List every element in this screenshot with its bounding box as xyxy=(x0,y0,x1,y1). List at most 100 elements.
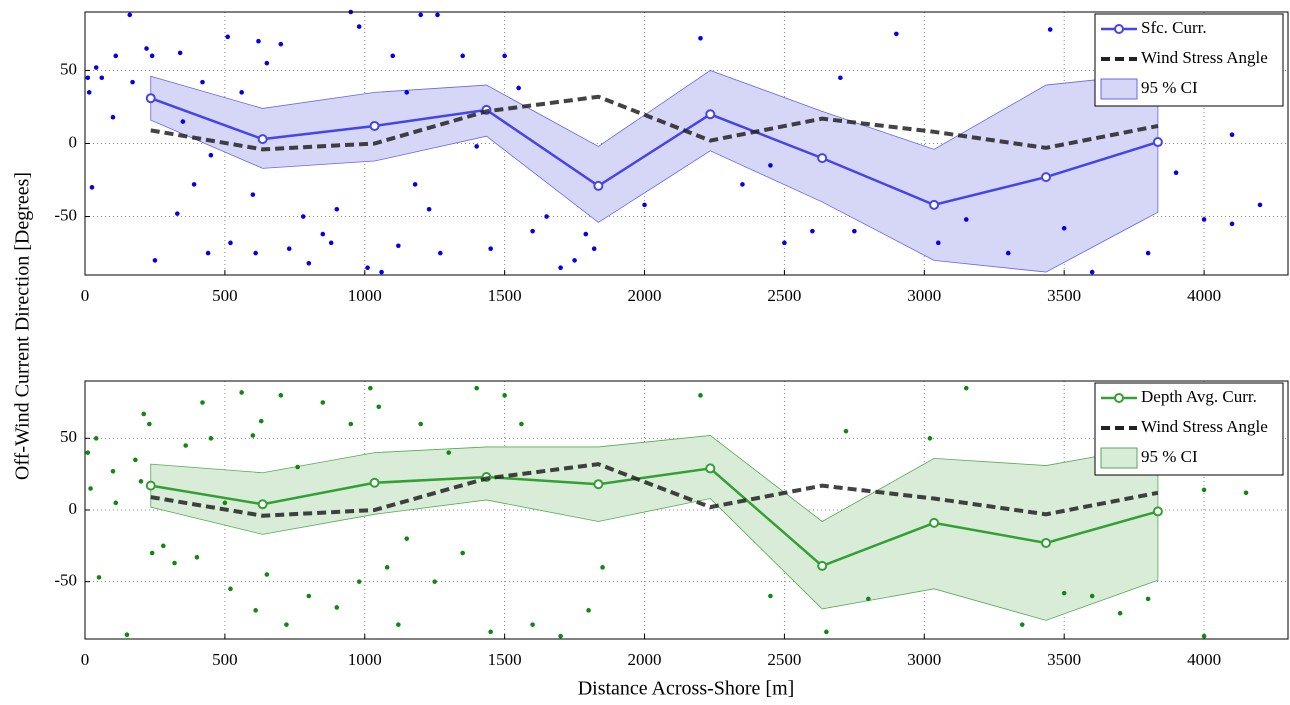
scatter-point xyxy=(544,214,549,219)
scatter-point xyxy=(935,240,941,246)
scatter-point xyxy=(138,479,144,484)
scatter-point xyxy=(239,90,244,95)
scatter-point xyxy=(502,53,507,59)
scatter-point xyxy=(93,65,99,70)
y-tick-label: 0 xyxy=(69,499,78,518)
scatter-point xyxy=(376,404,382,410)
scatter-point xyxy=(250,192,256,197)
scatter-point xyxy=(586,608,591,613)
line-marker xyxy=(369,477,380,488)
scatter-point xyxy=(418,421,424,427)
scatter-point xyxy=(172,560,177,566)
series-line xyxy=(150,94,1159,152)
scatter-point xyxy=(356,579,362,584)
line-marker xyxy=(817,153,828,164)
x-tick-label: 4000 xyxy=(1187,650,1221,669)
panel: 0 500 1000 1500 2000 2500 3000 3500 4000 -50 0 50 Sf… xyxy=(54,9,1289,305)
x-tick-label: 2500 xyxy=(767,650,801,669)
scatter-point xyxy=(1257,202,1263,208)
scatter-point xyxy=(306,593,312,599)
scatter-point xyxy=(1089,269,1095,275)
legend-label: Sfc. Curr. xyxy=(1141,18,1207,37)
scatter-point xyxy=(85,75,91,81)
scatter-point xyxy=(177,50,183,56)
scatter-point xyxy=(250,433,256,438)
series-line xyxy=(150,462,1159,518)
y-tick-label: 50 xyxy=(60,427,77,446)
line-marker xyxy=(257,134,268,145)
scatter-point xyxy=(334,206,340,212)
scatter-point xyxy=(474,385,479,391)
scatter-point xyxy=(488,629,493,635)
y-tick-label: -50 xyxy=(54,571,77,590)
scatter-point xyxy=(1145,596,1151,602)
line-marker xyxy=(1152,137,1163,148)
legend-label: Wind Stress Angle xyxy=(1141,417,1268,436)
plot-frame xyxy=(84,380,1289,640)
scatter-point xyxy=(258,418,264,424)
scatter-point xyxy=(404,536,410,541)
scatter-point xyxy=(396,243,401,249)
scatter-point xyxy=(446,450,451,455)
line-marker xyxy=(593,180,604,191)
scatter-point xyxy=(264,60,270,66)
scatter-point xyxy=(208,152,214,158)
scatter-point xyxy=(782,240,787,246)
scatter-point xyxy=(390,53,396,59)
scatter-point xyxy=(474,144,479,149)
scatter-point xyxy=(191,182,197,187)
scatter-point xyxy=(768,593,773,599)
x-tick-label: 1500 xyxy=(488,650,522,669)
scatter-point xyxy=(144,46,149,51)
scatter-point xyxy=(93,436,99,441)
scatter-point xyxy=(1201,217,1207,222)
scatter-point xyxy=(435,12,440,18)
x-tick-label: 3000 xyxy=(907,286,941,305)
line-marker xyxy=(1041,172,1052,183)
x-tick-label: 1000 xyxy=(348,650,382,669)
scatter-point xyxy=(295,464,300,470)
scatter-point xyxy=(228,240,233,246)
scatter-point xyxy=(1229,221,1235,227)
scatter-point xyxy=(1117,610,1123,616)
scatter-point xyxy=(180,119,186,124)
line-marker xyxy=(705,463,716,474)
x-tick-label: 0 xyxy=(81,286,90,305)
scatter-point xyxy=(183,443,189,448)
scatter-point xyxy=(843,428,849,434)
scatter-point xyxy=(432,579,438,584)
line-marker xyxy=(593,479,604,490)
scatter-point xyxy=(127,12,133,18)
scatter-point xyxy=(1061,590,1067,596)
scatter-point xyxy=(208,436,214,441)
scatter-point xyxy=(320,231,326,237)
scatter-point xyxy=(228,586,233,592)
scatter-point xyxy=(113,500,119,506)
legend-swatch xyxy=(1100,447,1138,469)
scatter-point xyxy=(516,85,521,91)
scatter-point xyxy=(284,622,289,627)
scatter-point xyxy=(1019,622,1025,627)
scatter-point xyxy=(768,163,773,168)
legend-label: 95 % CI xyxy=(1141,447,1198,466)
scatter-point xyxy=(824,629,829,635)
scatter-point xyxy=(418,12,424,18)
scatter-point xyxy=(88,486,93,491)
y-axis-label: Off-Wind Current Direction [Degrees] xyxy=(12,172,34,480)
x-tick-label: 2500 xyxy=(767,286,801,305)
scatter-point xyxy=(239,390,244,395)
scatter-point xyxy=(530,228,535,234)
x-tick-label: 500 xyxy=(212,286,238,305)
scatter-point xyxy=(200,400,205,405)
scatter-point xyxy=(175,211,180,216)
line-marker xyxy=(817,560,828,571)
legend-label: Depth Avg. Curr. xyxy=(1141,387,1257,406)
line-marker xyxy=(929,517,940,528)
y-tick-label: 0 xyxy=(69,132,78,151)
scatter-point xyxy=(286,246,292,251)
scatter-point xyxy=(1201,633,1207,639)
scatter-point xyxy=(379,269,384,275)
scatter-point xyxy=(149,550,155,556)
x-tick-label: 0 xyxy=(81,650,90,669)
scatter-point xyxy=(600,565,605,570)
